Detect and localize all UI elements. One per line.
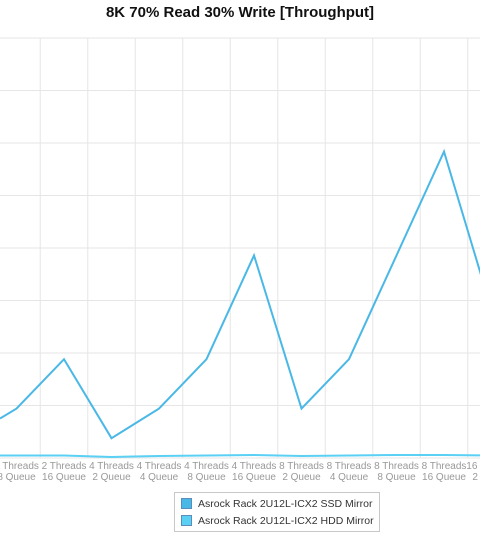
chart-title: 8K 70% Read 30% Write [Throughput] — [105, 4, 375, 21]
x-tick-label: 4 Threads 4 Queue — [137, 461, 182, 483]
series-line-0 — [0, 148, 480, 440]
legend-label-ssd: Asrock Rack 2U12L-ICX2 SSD Mirror — [198, 498, 373, 510]
legend-swatch-hdd — [181, 515, 192, 526]
x-tick-label: 8 Threads 16 Queue — [422, 461, 467, 483]
chart-legend: Asrock Rack 2U12L-ICX2 SSD Mirror Asrock… — [174, 492, 380, 532]
grid-lines — [0, 37, 480, 459]
legend-item-ssd[interactable]: Asrock Rack 2U12L-ICX2 SSD Mirror — [181, 496, 372, 512]
x-tick-label: 8 Threads 2 Queue — [279, 461, 324, 483]
x-tick-label: 8 Threads 4 Queue — [327, 461, 372, 483]
series-line-1 — [0, 453, 480, 459]
legend-swatch-ssd — [181, 498, 192, 509]
x-tick-label: 2 Threads 16 Queue — [42, 461, 87, 483]
legend-item-hdd[interactable]: Asrock Rack 2U12L-ICX2 HDD Mirror — [181, 513, 374, 529]
series-layer — [0, 148, 480, 459]
x-tick-label: 4 Threads 2 Queue — [89, 461, 134, 483]
x-tick-label: 4 Threads 16 Queue — [232, 461, 277, 483]
x-tick-label: 4 Threads 8 Queue — [184, 461, 229, 483]
x-tick-label: 8 Threads 8 Queue — [374, 461, 419, 483]
legend-label-hdd: Asrock Rack 2U12L-ICX2 HDD Mirror — [198, 515, 374, 527]
